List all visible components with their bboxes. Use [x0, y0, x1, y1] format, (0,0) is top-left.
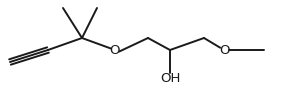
Text: O: O [110, 43, 120, 56]
Text: O: O [219, 43, 229, 56]
Text: OH: OH [160, 72, 180, 84]
